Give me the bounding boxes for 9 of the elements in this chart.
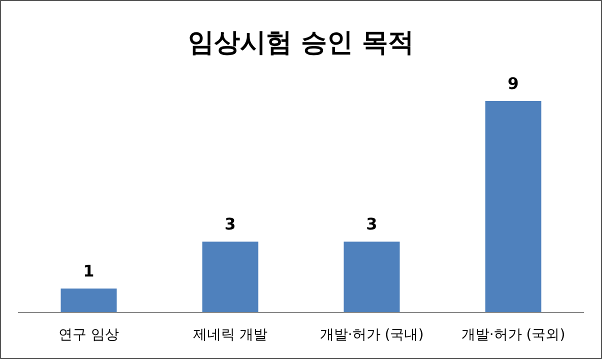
data-label: 9 <box>508 74 519 93</box>
x-tick-label: 제네릭 개발 <box>193 327 268 343</box>
chart-title: 임상시험 승인 목적 <box>188 28 414 58</box>
data-label: 1 <box>83 262 94 281</box>
data-label: 3 <box>366 214 378 234</box>
x-tick-label: 개발·허가 (국내) <box>320 327 424 343</box>
x-tick-label: 개발·허가 (국외) <box>461 327 566 343</box>
x-tick-label: 연구 임상 <box>58 327 119 343</box>
data-label: 3 <box>224 214 236 234</box>
